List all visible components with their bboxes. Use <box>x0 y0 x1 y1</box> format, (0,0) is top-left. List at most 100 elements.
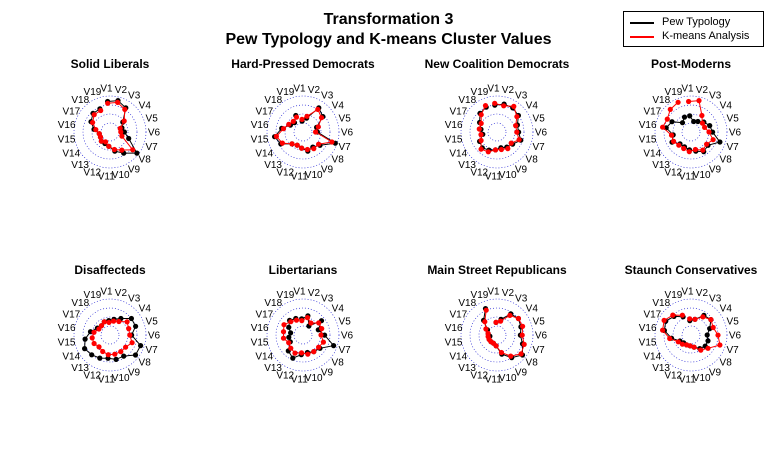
axis-label-v6: V6 <box>148 331 161 342</box>
data-point-kmeans <box>679 341 686 347</box>
data-point-kmeans <box>520 323 526 329</box>
data-point-pew <box>286 324 292 330</box>
axis-label-v13: V13 <box>652 363 670 374</box>
data-point-kmeans <box>698 347 704 353</box>
axis-label-v18: V18 <box>458 95 476 106</box>
data-point-kmeans <box>482 103 489 109</box>
data-point-kmeans <box>664 116 670 122</box>
axis-label-v19: V19 <box>471 87 489 98</box>
data-point-kmeans <box>127 332 133 338</box>
data-point-kmeans <box>90 119 96 126</box>
axis-label-v10: V10 <box>693 170 711 181</box>
data-point-kmeans <box>717 342 723 348</box>
axis-label-v5: V5 <box>727 113 740 124</box>
axis-label-v8: V8 <box>332 358 345 369</box>
axis-label-v10: V10 <box>112 170 130 181</box>
axis-label-v1: V1 <box>293 84 306 95</box>
axis-label-v18: V18 <box>652 95 670 106</box>
axis-label-v17: V17 <box>643 106 661 117</box>
grid-ring <box>654 298 728 372</box>
axis-label-v19: V19 <box>665 290 683 301</box>
axis-label-v16: V16 <box>445 120 463 131</box>
axis-label-v9: V9 <box>128 164 141 175</box>
data-point-kmeans <box>105 100 111 106</box>
data-point-kmeans <box>112 351 118 357</box>
axis-label-v17: V17 <box>449 106 467 117</box>
axis-label-v7: V7 <box>726 142 739 153</box>
data-point-kmeans <box>514 129 520 135</box>
data-point-pew <box>82 346 88 352</box>
chart-subtitle: Pew Typology and K-means Cluster Values <box>225 31 552 48</box>
data-point-kmeans <box>280 126 287 132</box>
axis-label-v5: V5 <box>146 316 159 327</box>
data-point-kmeans <box>106 319 112 325</box>
data-point-kmeans <box>702 124 708 130</box>
data-point-kmeans <box>286 340 292 346</box>
axis-label-v6: V6 <box>729 331 742 342</box>
axis-label-v11: V11 <box>679 171 696 182</box>
data-point-kmeans <box>505 146 511 152</box>
data-point-pew <box>133 323 139 329</box>
data-point-pew <box>290 355 296 361</box>
panel-title: Main Street Republicans <box>427 263 567 277</box>
data-point-kmeans <box>122 106 128 112</box>
data-point-kmeans <box>118 129 124 135</box>
grid-ring <box>275 307 331 363</box>
data-point-kmeans <box>514 114 520 120</box>
data-point-pew <box>331 343 337 349</box>
axis-label-v17: V17 <box>643 309 661 320</box>
axis-label-v7: V7 <box>338 142 351 153</box>
data-point-kmeans <box>498 146 504 153</box>
axis-label-v7: V7 <box>532 345 545 356</box>
axis-label-v16: V16 <box>251 323 269 334</box>
data-point-kmeans <box>704 141 710 147</box>
data-point-kmeans <box>679 312 686 318</box>
grid-ring <box>266 298 340 372</box>
axis-label-v11: V11 <box>291 374 308 385</box>
data-point-kmeans <box>485 330 491 337</box>
data-point-kmeans <box>290 118 296 124</box>
data-point-kmeans <box>478 112 484 118</box>
panel-title: Disaffecteds <box>74 263 146 277</box>
axis-label-v7: V7 <box>145 345 158 356</box>
data-point-kmeans <box>280 335 287 341</box>
axis-label-v14: V14 <box>449 148 467 159</box>
data-point-pew <box>286 334 292 340</box>
axis-label-v4: V4 <box>720 304 733 315</box>
data-point-pew <box>121 353 127 359</box>
data-point-pew <box>717 139 723 145</box>
axis-label-v6: V6 <box>341 331 354 342</box>
axis-label-v16: V16 <box>639 120 657 131</box>
grid-ring <box>460 95 534 169</box>
data-point-kmeans <box>492 100 498 106</box>
data-point-kmeans <box>91 329 97 335</box>
axis-label-v15: V15 <box>58 338 76 349</box>
axis-label-v13: V13 <box>458 160 476 171</box>
axis-label-v3: V3 <box>709 91 722 102</box>
axis-label-v8: V8 <box>332 155 345 166</box>
axis-label-v3: V3 <box>515 294 528 305</box>
data-point-kmeans <box>286 121 292 127</box>
axis-label-v19: V19 <box>665 87 683 98</box>
data-point-kmeans <box>667 335 673 342</box>
data-point-kmeans <box>687 316 693 322</box>
data-point-kmeans <box>696 98 702 104</box>
data-point-kmeans <box>96 131 102 137</box>
data-point-kmeans <box>316 320 322 326</box>
data-point-kmeans <box>111 318 117 324</box>
data-point-kmeans <box>111 146 117 153</box>
axis-label-v18: V18 <box>71 95 89 106</box>
axis-label-v10: V10 <box>112 373 130 384</box>
data-point-kmeans <box>478 120 484 126</box>
axis-label-v14: V14 <box>643 351 661 362</box>
data-point-kmeans <box>304 315 311 321</box>
data-point-kmeans <box>692 316 698 322</box>
data-point-kmeans <box>91 340 97 347</box>
axis-label-v11: V11 <box>98 374 115 385</box>
axis-label-v10: V10 <box>305 170 323 181</box>
axis-label-v11: V11 <box>98 171 115 182</box>
axis-label-v4: V4 <box>332 304 345 315</box>
data-point-kmeans <box>661 317 667 323</box>
axis-label-v15: V15 <box>445 135 463 146</box>
panel-title: Staunch Conservatives <box>625 263 758 277</box>
